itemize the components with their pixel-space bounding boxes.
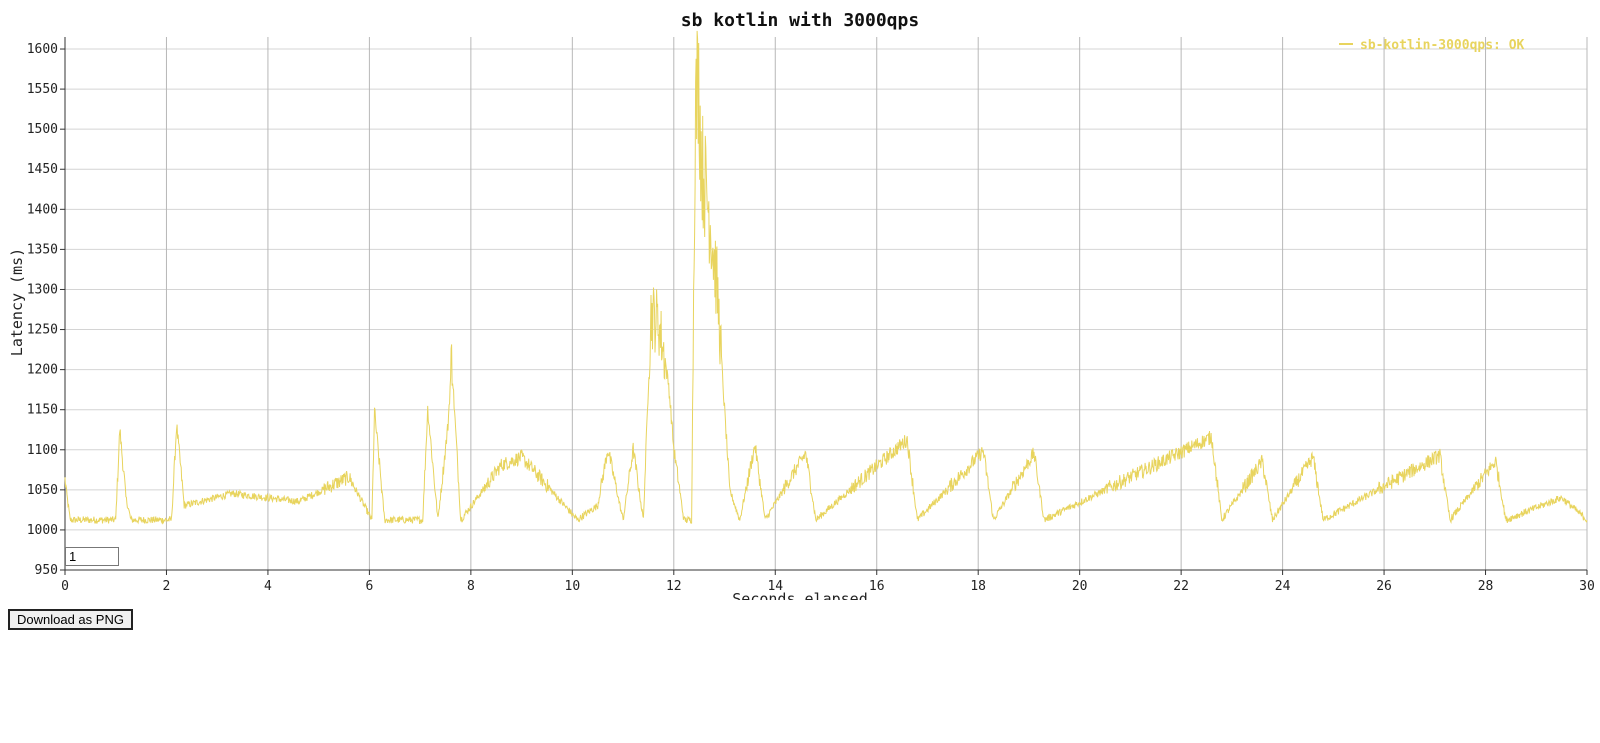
y-tick-label: 1150 xyxy=(27,403,58,418)
y-tick-label: 1050 xyxy=(27,483,58,498)
y-tick-label: 1600 xyxy=(27,42,58,57)
x-tick-label: 20 xyxy=(1072,579,1088,594)
x-tick-label: 2 xyxy=(163,579,171,594)
x-tick-label: 16 xyxy=(869,579,885,594)
x-tick-label: 22 xyxy=(1173,579,1189,594)
chart-title: sb kotlin with 3000qps xyxy=(681,10,919,31)
x-tick-label: 30 xyxy=(1579,579,1595,594)
y-tick-label: 1000 xyxy=(27,523,58,538)
y-tick-label: 1350 xyxy=(27,242,58,257)
y-axis-ticks: 950 1000 1050 1100 1150 1200 1250 1300 1350 1400 1… xyxy=(27,42,65,578)
x-axis-title: Seconds elapsed xyxy=(732,590,867,600)
y-tick-label: 1550 xyxy=(27,82,58,97)
x-tick-label: 4 xyxy=(264,579,272,594)
latency-chart: sb kotlin with 3000qps 950 1000 1050 1100 11… xyxy=(8,10,1595,600)
x-tick-label: 6 xyxy=(365,579,373,594)
rolling-window-input[interactable] xyxy=(65,547,119,566)
y-tick-label: 950 xyxy=(35,563,58,578)
x-tick-label: 8 xyxy=(467,579,475,594)
y-tick-label: 1250 xyxy=(27,323,58,338)
grid xyxy=(64,37,1588,571)
y-tick-label: 1100 xyxy=(27,443,58,458)
download-png-button[interactable]: Download as PNG xyxy=(8,609,133,630)
y-tick-label: 1400 xyxy=(27,202,58,217)
x-tick-label: 28 xyxy=(1478,579,1494,594)
legend-label: sb-kotlin-3000qps: OK xyxy=(1360,38,1525,53)
x-tick-label: 10 xyxy=(565,579,581,594)
y-tick-label: 1450 xyxy=(27,162,58,177)
x-axis-ticks: 0 2 4 6 8 10 12 14 16 18 20 22 24 26 28 30 xyxy=(61,570,1595,594)
y-tick-label: 1200 xyxy=(27,363,58,378)
x-tick-label: 26 xyxy=(1376,579,1392,594)
legend[interactable]: sb-kotlin-3000qps: OK xyxy=(1339,38,1525,53)
y-axis-title: Latency (ms) xyxy=(8,248,26,356)
y-tick-label: 1500 xyxy=(27,122,58,137)
y-tick-label: 1300 xyxy=(27,282,58,297)
series-line-sb-kotlin-3000qps xyxy=(64,30,1588,525)
x-tick-label: 14 xyxy=(767,579,783,594)
x-tick-label: 18 xyxy=(970,579,986,594)
x-tick-label: 12 xyxy=(666,579,682,594)
x-tick-label: 24 xyxy=(1275,579,1291,594)
x-tick-label: 0 xyxy=(61,579,69,594)
